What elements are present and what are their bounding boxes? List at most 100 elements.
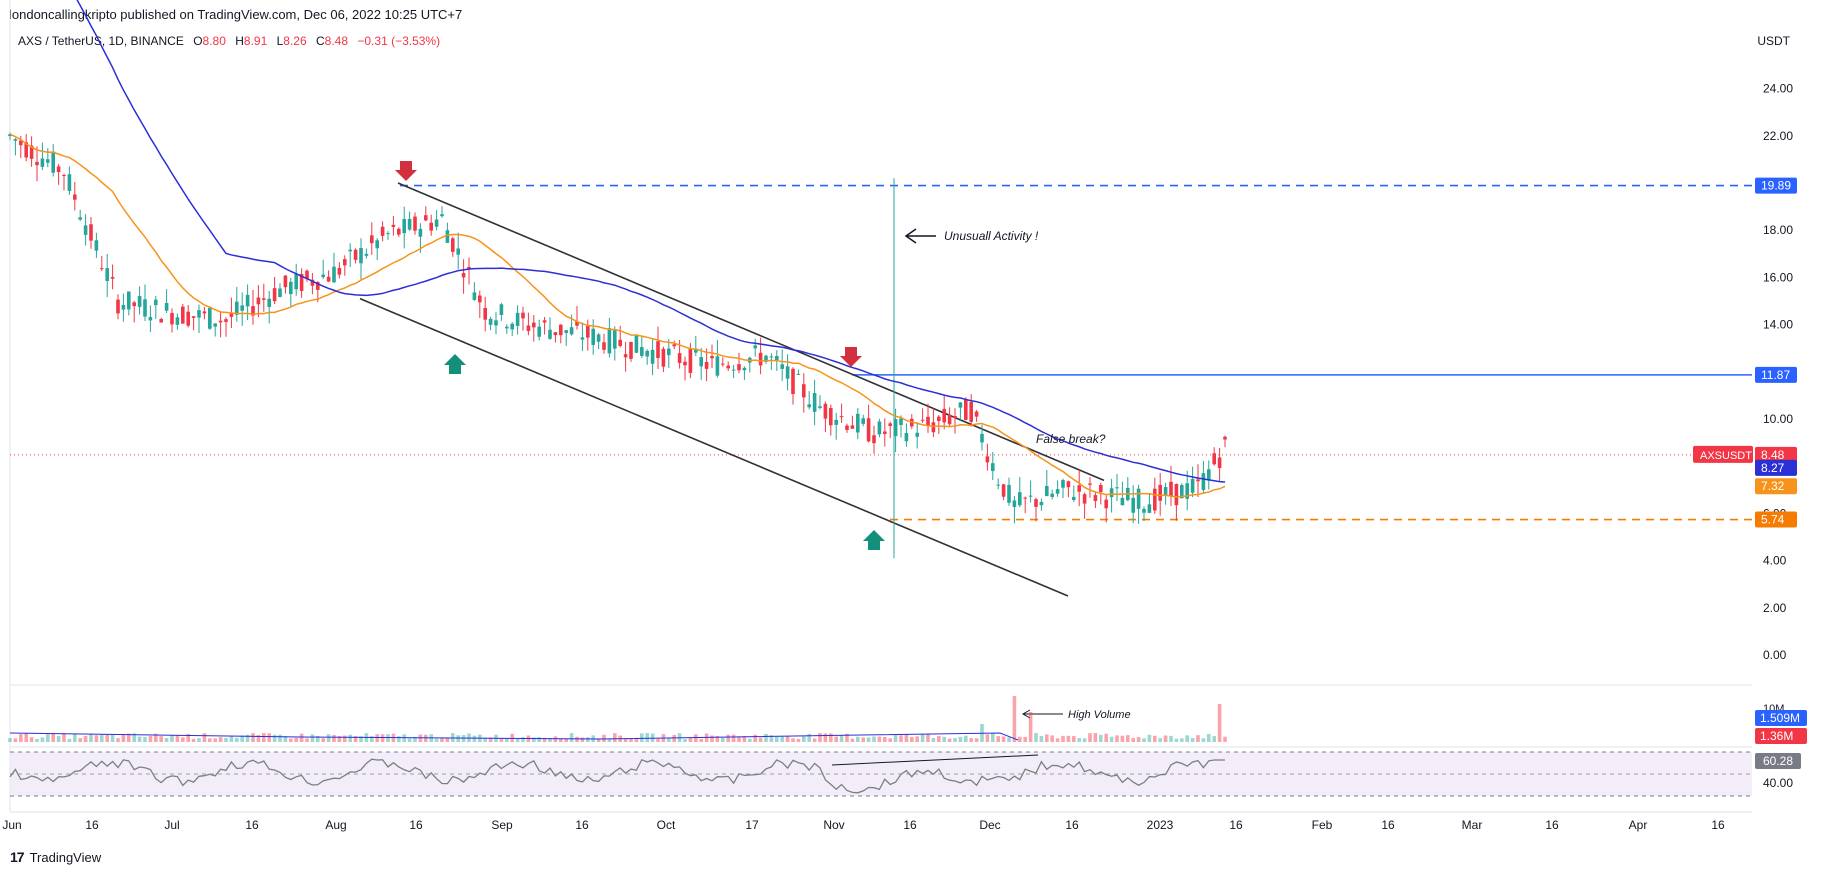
volume-bar	[1163, 735, 1168, 742]
volume-bar	[845, 733, 849, 742]
volume-bar	[829, 733, 833, 742]
price-label-text: 8.48	[1761, 448, 1785, 462]
volume-bar	[294, 737, 298, 742]
candle-body	[186, 311, 190, 326]
buy-arrow-icon	[444, 354, 466, 374]
candle-body	[1034, 499, 1038, 507]
candle-body	[424, 215, 428, 221]
candle-body	[683, 361, 687, 366]
volume-bar	[132, 733, 136, 742]
candle-body	[175, 317, 180, 325]
candle-body	[62, 175, 66, 177]
volume-bar	[629, 738, 633, 742]
candle-body	[256, 297, 261, 305]
candle-body	[920, 419, 925, 421]
price-chart[interactable]: 24.0022.0020.0018.0016.0014.0012.0010.00…	[0, 0, 1834, 840]
volume-bar	[305, 738, 309, 742]
candle-body	[159, 319, 163, 323]
candle-body	[1207, 469, 1211, 481]
symbol-name[interactable]: AXS / TetherUS, 1D, BINANCE	[18, 34, 184, 48]
candle-body	[316, 282, 320, 290]
volume-bar	[942, 736, 946, 742]
candle-body	[332, 266, 336, 283]
candle-body	[51, 151, 55, 173]
candle-body	[386, 233, 390, 235]
candle-body	[391, 224, 396, 227]
annotation-volume-arrowhead-icon	[1021, 709, 1031, 719]
volume-bar	[499, 738, 504, 742]
candle-body	[834, 419, 838, 425]
volume-bar	[1153, 735, 1157, 742]
volume-bar	[1120, 735, 1125, 742]
volume-bar	[1039, 735, 1044, 742]
price-label-text: 7.32	[1761, 479, 1785, 493]
price-tick-label: 14.00	[1763, 318, 1793, 332]
candle-body	[780, 364, 784, 369]
volume-bar	[667, 738, 671, 742]
candle-body	[1217, 457, 1222, 469]
candle-body	[1196, 479, 1200, 482]
candle-body	[883, 431, 887, 434]
volume-bar	[823, 733, 828, 742]
volume-bar	[105, 734, 109, 742]
volume-bar	[521, 737, 525, 742]
candle-body	[645, 350, 649, 357]
volume-bar	[100, 734, 104, 742]
candle-body	[67, 174, 72, 191]
volume-bar	[893, 735, 898, 742]
candle-body	[1158, 484, 1162, 501]
volume-bar	[1045, 734, 1049, 742]
candle-body	[942, 408, 946, 423]
volume-bar	[764, 733, 768, 742]
buy-arrow-icon	[863, 530, 885, 550]
candle-body	[445, 230, 450, 243]
candle-body	[1061, 480, 1065, 488]
volume-bar	[1066, 735, 1071, 742]
volume-bar	[46, 734, 50, 742]
candle-body	[132, 302, 136, 307]
candle-body	[272, 288, 277, 302]
volume-bar	[256, 735, 261, 742]
candle-body	[1163, 487, 1168, 495]
candle-body	[980, 433, 984, 443]
candle-body	[958, 402, 963, 408]
candle-body	[397, 228, 401, 235]
volume-ma-line	[9, 732, 1019, 741]
volume-bar	[278, 734, 282, 742]
candle-body	[677, 353, 682, 363]
open-value: 8.80	[202, 34, 226, 48]
volume-bar	[785, 736, 790, 742]
volume-bar	[645, 733, 649, 742]
candle-body	[299, 274, 304, 291]
candle-body	[78, 217, 82, 220]
volume-bar	[434, 738, 439, 742]
volume-bar	[839, 735, 844, 742]
candle-body	[1120, 497, 1125, 506]
time-tick-label: 2023	[1147, 818, 1174, 832]
candle-body	[937, 416, 941, 422]
volume-bar	[515, 738, 520, 742]
candle-body	[364, 253, 369, 256]
volume-bar	[969, 738, 973, 742]
volume-bar	[89, 733, 93, 742]
volume-bar	[197, 738, 201, 742]
symbol-price-tag-label: AXSUSDT	[1700, 450, 1752, 462]
candle-body	[996, 484, 1000, 486]
close-value: 8.48	[324, 34, 349, 48]
volume-bar	[127, 733, 131, 742]
volume-bar	[353, 736, 358, 742]
rsi-value-tag-label: 60.28	[1763, 754, 1793, 768]
volume-bar	[731, 734, 736, 742]
candle-body	[218, 320, 223, 323]
candle-body	[407, 218, 412, 230]
volume-bar	[51, 733, 55, 742]
candle-body	[1055, 489, 1060, 494]
volume-bar	[888, 738, 892, 742]
price-label-text: 11.87	[1761, 368, 1790, 382]
candle-body	[294, 273, 298, 290]
volume-bar	[1018, 736, 1022, 742]
candle-body	[764, 355, 768, 362]
volume-bar	[116, 738, 120, 742]
candle-body	[1001, 484, 1006, 497]
volume-bar	[224, 737, 228, 742]
